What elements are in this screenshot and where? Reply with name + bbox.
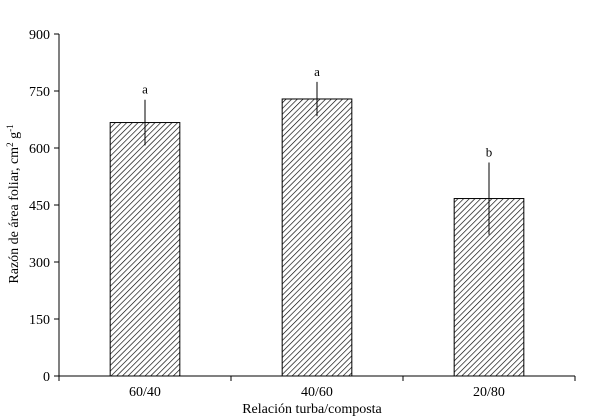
y-tick-label: 150 — [29, 313, 50, 328]
bar-40-60 — [281, 98, 353, 377]
bar-60-40 — [109, 122, 181, 377]
x-category-label: 40/60 — [301, 385, 333, 400]
y-axis-title-sup2: -1 — [5, 124, 15, 132]
y-tick-label: 450 — [29, 199, 50, 214]
plot-area: 0 150 300 450 600 750 900 a 60/40 a 40/60 b 20/80 — [29, 28, 576, 400]
significance-label: a — [142, 82, 148, 97]
y-axis-title: Razón de área foliar, cm2 g-1 — [5, 124, 22, 283]
y-axis-title-sup1: 2 — [5, 142, 15, 147]
x-axis-title: Relación turba/composta — [242, 402, 382, 417]
y-tick-label: 600 — [29, 142, 50, 157]
x-category-label: 60/40 — [129, 385, 161, 400]
x-category-label: 20/80 — [473, 385, 505, 400]
significance-label: b — [486, 144, 493, 159]
y-tick-label: 900 — [29, 28, 50, 43]
y-tick-label: 750 — [29, 85, 50, 100]
y-tick-label: 0 — [43, 370, 50, 385]
y-axis-title-main: Razón de área foliar, cm — [7, 147, 22, 284]
y-tick-label: 300 — [29, 256, 50, 271]
y-axis-title-mid: g — [7, 132, 22, 143]
significance-label: a — [314, 64, 320, 79]
